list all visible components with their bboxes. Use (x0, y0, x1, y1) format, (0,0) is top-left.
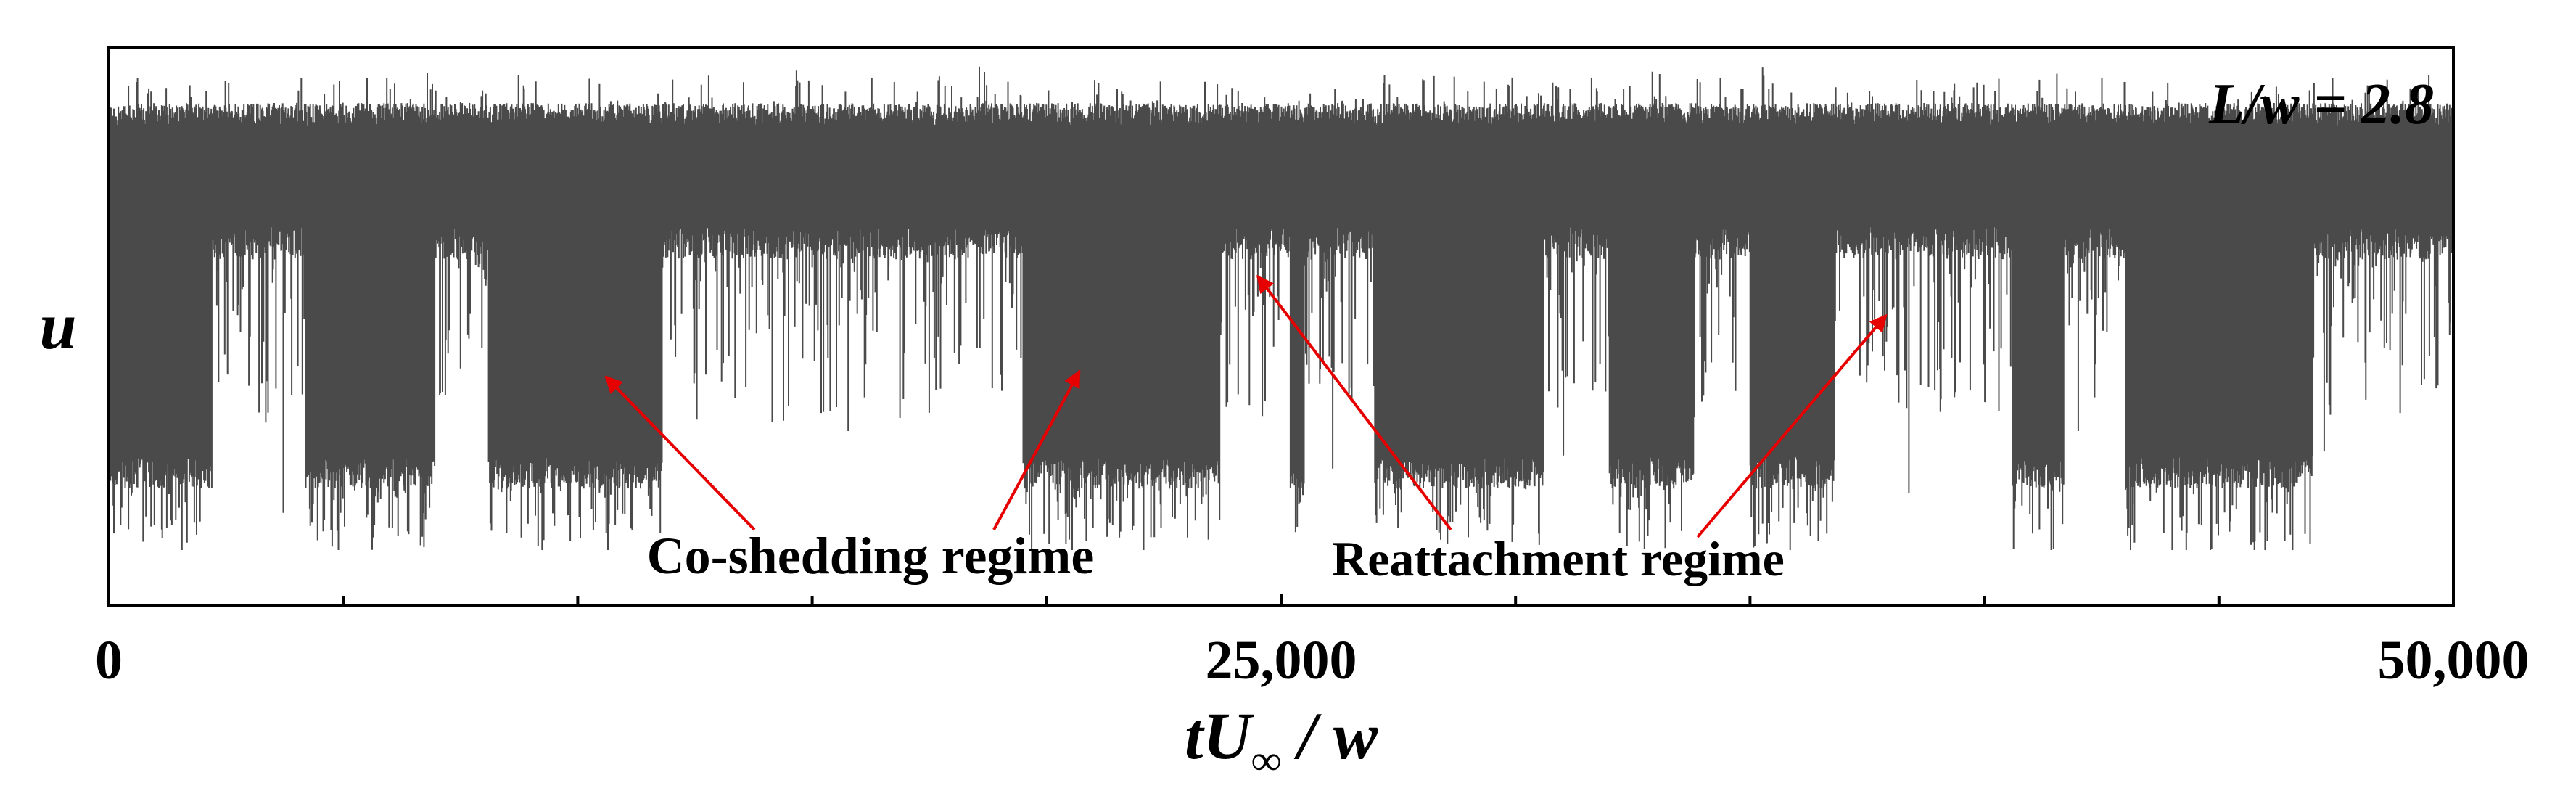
reattachment-label: Reattachment regime (1332, 531, 1785, 586)
y-axis-label: u (39, 289, 76, 363)
annotation-arrow (1256, 274, 1452, 531)
lw-annotation: L/w = 2.8 (2208, 73, 2434, 136)
annotation-arrow (992, 369, 1081, 530)
x-axis-label: tU∞ / w (1185, 699, 1378, 784)
x-label-t: t (1185, 699, 1205, 773)
annotation-arrows (604, 274, 1888, 538)
annotation-arrow (604, 375, 756, 531)
x-tick-label-50000: 50,000 (2378, 630, 2530, 691)
x-label-U: U (1203, 699, 1254, 773)
annotation-arrow (1696, 313, 1888, 538)
x-label-rest: / w (1281, 699, 1378, 773)
x-tick-label-0: 0 (95, 630, 123, 691)
x-tick-label-25000: 25,000 (1206, 630, 1357, 691)
x-axis-ticks (107, 594, 2455, 606)
co-shedding-label: Co-shedding regime (647, 527, 1095, 585)
x-label-infinity: ∞ (1251, 737, 1281, 784)
